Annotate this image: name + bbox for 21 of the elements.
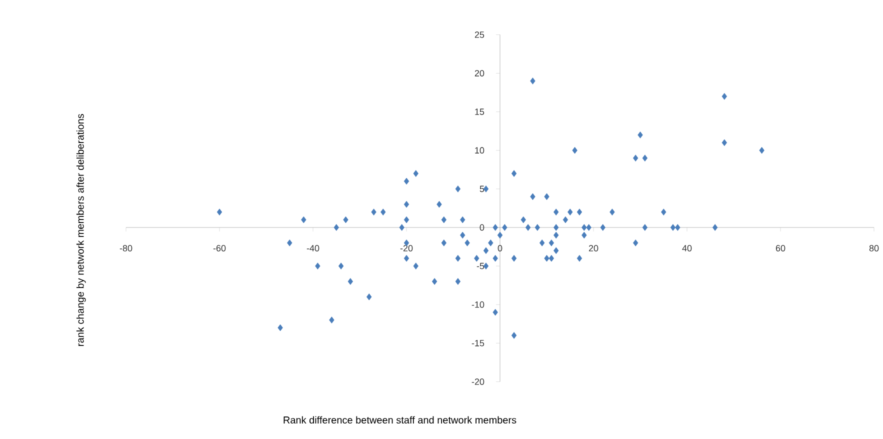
x-tick-label: -20 [400, 245, 413, 252]
y-tick-label: 25 [474, 32, 484, 38]
x-tick-label: 20 [588, 245, 598, 252]
y-axis-title: rank change by network members after deliberations [76, 114, 86, 346]
x-axis-title: Rank difference between staff and network members [284, 416, 516, 424]
y-tick-label: -10 [472, 301, 484, 308]
x-tick-label: 0 [498, 245, 502, 252]
x-tick-label: -80 [120, 245, 132, 252]
y-tick-label: 20 [474, 70, 484, 76]
y-tick-label: 10 [475, 147, 484, 154]
y-tick-label: -20 [472, 378, 484, 385]
y-tick-label: 15 [475, 108, 484, 115]
y-tick-label: -5 [476, 262, 484, 270]
x-tick-label: -60 [213, 245, 226, 252]
x-tick-label: -40 [306, 245, 320, 252]
x-tick-label: 60 [776, 245, 786, 252]
x-tick-label: 40 [682, 245, 692, 252]
x-tick-label: 80 [869, 245, 879, 252]
y-tick-label: 5 [480, 186, 484, 192]
y-tick-label: -15 [472, 340, 484, 346]
y-tick-label: 0 [480, 224, 484, 231]
